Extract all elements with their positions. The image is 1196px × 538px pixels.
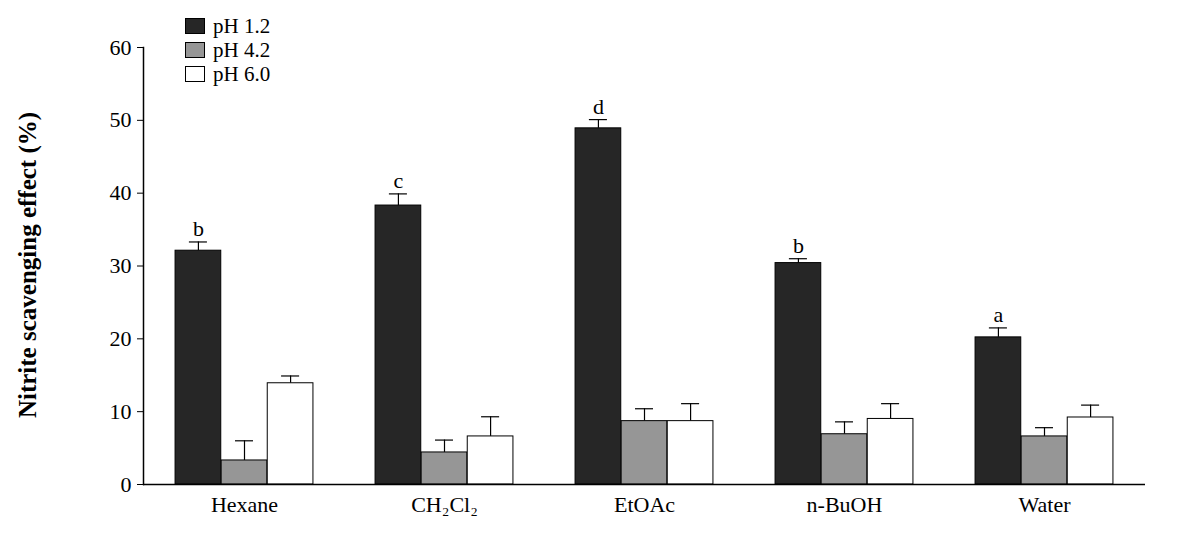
html-text:pH 1.2: pH 1.2 [213,13,271,38]
svg-text:b: b [193,216,204,241]
svg-text:CH₂Cl₂: CH₂Cl₂ [411,492,478,517]
svg-text:30: 30 [110,253,132,278]
svg-text:50: 50 [110,107,132,132]
svg-text:c: c [394,168,404,193]
svg-text:20: 20 [110,326,132,351]
svg-text:Hexane: Hexane [211,492,278,517]
svg-text:Water: Water [1019,492,1072,517]
svg-text:b: b [793,233,804,258]
svg-text:a: a [994,302,1004,327]
html-text:pH 4.2: pH 4.2 [213,37,271,62]
svg-text:0: 0 [121,472,132,497]
svg-text:d: d [593,94,604,119]
svg-text:40: 40 [110,180,132,205]
html-text:Nitrite scavenging effect (%): Nitrite scavenging effect (%) [14,111,41,419]
svg-text:EtOAc: EtOAc [614,492,675,517]
svg-text:60: 60 [110,35,132,60]
svg-text:10: 10 [110,399,132,424]
html-text:pH 6.0: pH 6.0 [213,61,271,86]
svg-text:n-BuOH: n-BuOH [807,492,883,517]
